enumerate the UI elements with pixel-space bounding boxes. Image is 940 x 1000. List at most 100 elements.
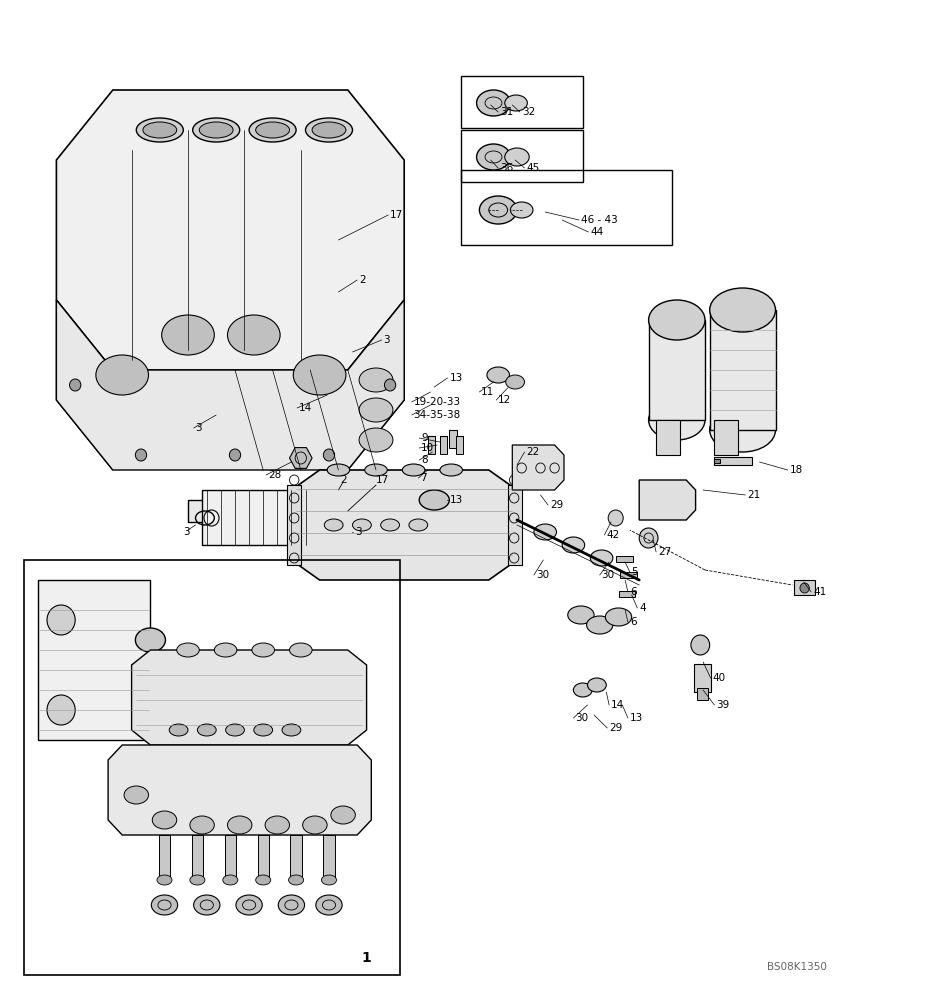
Ellipse shape <box>477 90 510 116</box>
Text: 3: 3 <box>355 527 362 537</box>
Circle shape <box>691 635 710 655</box>
Ellipse shape <box>227 315 280 355</box>
Polygon shape <box>132 650 367 745</box>
Bar <box>24 560 399 975</box>
Text: 2: 2 <box>340 475 347 485</box>
Bar <box>461 170 672 245</box>
Ellipse shape <box>588 678 606 692</box>
Ellipse shape <box>568 606 594 624</box>
Polygon shape <box>291 470 517 580</box>
Text: 41: 41 <box>813 587 826 597</box>
Text: 14: 14 <box>611 700 624 710</box>
Ellipse shape <box>190 816 214 834</box>
Bar <box>290 835 302 880</box>
Bar <box>428 436 435 454</box>
Ellipse shape <box>293 355 346 395</box>
Ellipse shape <box>505 95 527 111</box>
Bar <box>449 430 457 448</box>
Ellipse shape <box>256 122 290 138</box>
Text: 17: 17 <box>376 475 389 485</box>
Circle shape <box>608 510 623 526</box>
Ellipse shape <box>510 202 533 218</box>
Ellipse shape <box>256 875 271 885</box>
Bar <box>714 420 738 455</box>
Text: 29: 29 <box>550 500 563 510</box>
Ellipse shape <box>590 550 613 566</box>
Bar <box>649 320 705 420</box>
Circle shape <box>135 449 147 461</box>
Ellipse shape <box>96 355 149 395</box>
Text: 11: 11 <box>481 387 494 397</box>
Ellipse shape <box>124 786 149 804</box>
Bar <box>192 835 203 880</box>
Ellipse shape <box>306 118 352 142</box>
Ellipse shape <box>249 118 296 142</box>
Text: 36: 36 <box>500 163 513 173</box>
Text: 30: 30 <box>575 713 588 723</box>
Ellipse shape <box>479 196 517 224</box>
Text: 32: 32 <box>522 107 535 117</box>
Ellipse shape <box>169 724 188 736</box>
Bar <box>159 835 170 880</box>
Ellipse shape <box>534 524 556 540</box>
Ellipse shape <box>710 408 776 452</box>
Circle shape <box>70 379 81 391</box>
Ellipse shape <box>197 724 216 736</box>
Text: 12: 12 <box>498 395 511 405</box>
Ellipse shape <box>193 118 240 142</box>
Text: 46 - 43: 46 - 43 <box>581 215 618 225</box>
Text: 6: 6 <box>630 617 636 627</box>
Bar <box>508 485 522 565</box>
Text: 3: 3 <box>183 527 190 537</box>
Bar <box>440 436 447 454</box>
Ellipse shape <box>194 895 220 915</box>
Ellipse shape <box>562 537 585 553</box>
Polygon shape <box>56 300 113 470</box>
Ellipse shape <box>151 895 178 915</box>
Ellipse shape <box>254 724 273 736</box>
Bar <box>202 490 338 545</box>
Ellipse shape <box>409 519 428 531</box>
Ellipse shape <box>506 375 525 389</box>
Polygon shape <box>56 90 404 370</box>
Bar <box>225 835 236 880</box>
Ellipse shape <box>649 300 705 340</box>
Ellipse shape <box>710 288 776 332</box>
Ellipse shape <box>312 122 346 138</box>
Text: 10: 10 <box>421 443 434 453</box>
Text: 9: 9 <box>421 433 428 443</box>
Ellipse shape <box>199 122 233 138</box>
Ellipse shape <box>316 895 342 915</box>
Text: 14: 14 <box>299 403 312 413</box>
Ellipse shape <box>419 490 449 510</box>
Circle shape <box>47 695 75 725</box>
Text: BS08K1350: BS08K1350 <box>767 962 827 972</box>
Polygon shape <box>639 480 696 520</box>
Text: 21: 21 <box>747 490 760 500</box>
Bar <box>694 664 711 692</box>
Text: 27: 27 <box>658 547 671 557</box>
Ellipse shape <box>381 519 400 531</box>
Text: 6: 6 <box>630 587 636 597</box>
Ellipse shape <box>135 673 165 697</box>
Text: 13: 13 <box>630 713 643 723</box>
Ellipse shape <box>573 683 592 697</box>
Polygon shape <box>348 300 404 470</box>
Ellipse shape <box>321 875 337 885</box>
Ellipse shape <box>649 400 705 440</box>
Ellipse shape <box>162 315 214 355</box>
Ellipse shape <box>324 519 343 531</box>
Circle shape <box>325 518 348 542</box>
Ellipse shape <box>303 816 327 834</box>
Ellipse shape <box>152 811 177 829</box>
Ellipse shape <box>477 144 510 170</box>
Bar <box>38 580 150 740</box>
Ellipse shape <box>177 643 199 657</box>
Ellipse shape <box>327 464 350 476</box>
Text: 5: 5 <box>632 567 638 577</box>
Ellipse shape <box>359 428 393 452</box>
Circle shape <box>384 379 396 391</box>
Bar <box>697 688 708 700</box>
Ellipse shape <box>487 367 509 383</box>
Text: 8: 8 <box>421 455 428 465</box>
